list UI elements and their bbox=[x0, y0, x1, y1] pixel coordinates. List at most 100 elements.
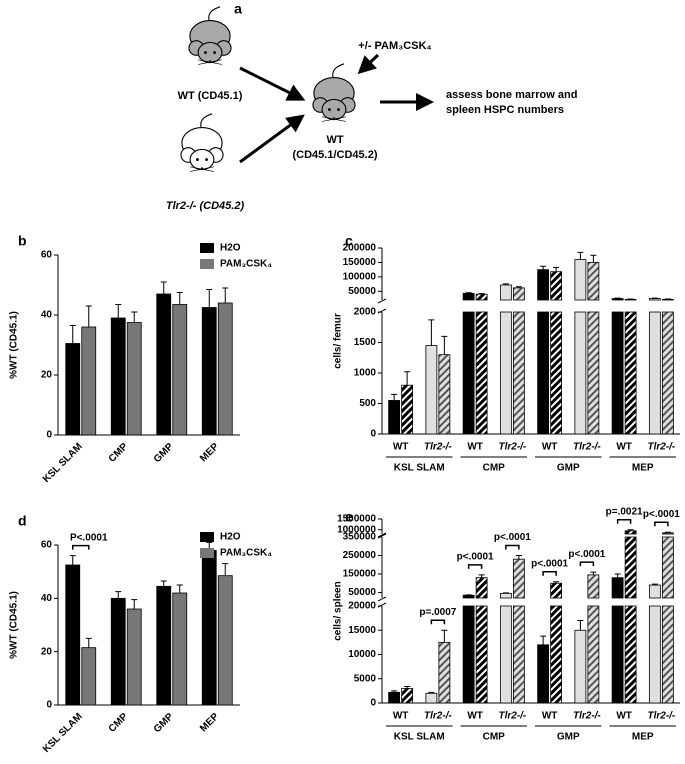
y-tick-label: 0 bbox=[46, 430, 52, 441]
legend-label: PAM₃CSK₄ bbox=[220, 548, 272, 559]
bar bbox=[110, 597, 126, 706]
legend-label: H2O bbox=[220, 243, 241, 254]
donor-label: WT (CD45.1) bbox=[178, 90, 243, 102]
y-tick-label: 2000 bbox=[354, 307, 377, 318]
bar bbox=[512, 287, 525, 301]
y-tick-label: 10000 bbox=[348, 649, 376, 660]
bar bbox=[611, 298, 624, 301]
y-tick-label: 20 bbox=[41, 370, 53, 381]
bar bbox=[425, 345, 438, 435]
y-tick-label: 20 bbox=[41, 646, 53, 657]
bar bbox=[110, 317, 126, 436]
bar bbox=[624, 311, 637, 435]
panel-letter: d bbox=[18, 513, 27, 529]
bar bbox=[512, 558, 525, 599]
y-tick-label: 1000000 bbox=[337, 524, 376, 535]
axis-break bbox=[377, 533, 387, 539]
error-bar bbox=[69, 555, 76, 565]
error-bar bbox=[553, 581, 560, 584]
error-bar bbox=[515, 286, 522, 288]
bar bbox=[172, 304, 188, 436]
x-tick-label: Tlr2-/- bbox=[573, 711, 601, 722]
y-tick-label: 150000 bbox=[343, 569, 377, 580]
axis-break bbox=[377, 596, 387, 602]
bar bbox=[648, 298, 661, 301]
y-tick-label: 0 bbox=[46, 700, 52, 711]
error-bar bbox=[502, 283, 509, 285]
significance-bracket bbox=[72, 544, 90, 550]
bar bbox=[550, 311, 563, 435]
bar bbox=[624, 605, 637, 704]
bar bbox=[462, 292, 475, 301]
y-axis-label: %WT (CD45.1) bbox=[9, 311, 20, 379]
bar bbox=[537, 311, 550, 435]
annotation: p=.0021 bbox=[606, 506, 643, 517]
bar bbox=[462, 605, 475, 704]
bar bbox=[217, 575, 233, 706]
legend-swatch bbox=[200, 259, 214, 269]
bar bbox=[550, 605, 563, 704]
y-tick-label: 40 bbox=[41, 310, 53, 321]
bar bbox=[475, 605, 488, 704]
error-bar bbox=[115, 304, 122, 318]
x-tick-label: WT bbox=[616, 711, 632, 722]
bar bbox=[512, 605, 525, 704]
bar bbox=[512, 311, 525, 435]
bar bbox=[425, 692, 438, 704]
bar bbox=[156, 585, 172, 706]
group-label: CMP bbox=[483, 732, 506, 743]
donor-label: Tlr2-/- (CD45.2) bbox=[166, 200, 245, 212]
legend-label: PAM₃CSK₄ bbox=[220, 259, 272, 270]
bar bbox=[388, 400, 401, 435]
x-tick-label: WT bbox=[467, 711, 483, 722]
y-tick-label: 1500 bbox=[354, 337, 377, 348]
bar bbox=[574, 311, 587, 435]
error-bar bbox=[131, 599, 138, 609]
legend-label: H2O bbox=[220, 532, 241, 543]
bar bbox=[475, 577, 488, 599]
bar bbox=[401, 688, 414, 704]
error-bar bbox=[160, 281, 167, 294]
bar bbox=[661, 536, 674, 599]
error-bar bbox=[441, 629, 448, 643]
bar bbox=[550, 271, 563, 301]
error-bar bbox=[206, 289, 213, 308]
bar bbox=[661, 299, 674, 301]
bar bbox=[624, 530, 637, 535]
x-tick-label: Tlr2-/- bbox=[498, 442, 526, 453]
x-tick-label: Tlr2-/- bbox=[647, 711, 675, 722]
bar bbox=[587, 605, 600, 704]
bar bbox=[611, 605, 624, 704]
significance-bracket bbox=[616, 518, 632, 524]
bar bbox=[587, 574, 600, 599]
error-bar bbox=[176, 584, 183, 593]
y-tick-label: 1000 bbox=[354, 368, 377, 379]
panel-letter: a bbox=[234, 1, 242, 17]
significance-bracket bbox=[579, 561, 595, 567]
y-tick-label: 500 bbox=[359, 398, 376, 409]
annotation: P<.0001 bbox=[70, 532, 108, 543]
bar bbox=[537, 269, 550, 301]
bar bbox=[65, 564, 81, 706]
group-label: GMP bbox=[557, 732, 580, 743]
bar bbox=[475, 293, 488, 301]
outcome-label: spleen HSPC numbers bbox=[446, 104, 564, 116]
error-bar bbox=[85, 637, 92, 648]
significance-bracket bbox=[505, 544, 520, 550]
error-bar bbox=[577, 251, 584, 260]
group-label: GMP bbox=[557, 463, 580, 474]
bar bbox=[611, 577, 624, 599]
bar bbox=[661, 532, 674, 535]
bar bbox=[475, 311, 488, 435]
group-label: CMP bbox=[483, 463, 506, 474]
annotation: p<.0001 bbox=[531, 558, 568, 569]
error-bar bbox=[627, 529, 634, 531]
y-axis-label: cells/ spleen bbox=[333, 581, 344, 640]
bar bbox=[587, 311, 600, 435]
bar bbox=[499, 592, 512, 599]
error-bar bbox=[69, 325, 76, 344]
y-tick-label: 5000 bbox=[354, 673, 377, 684]
annotation: p<.0001 bbox=[568, 549, 605, 560]
bar bbox=[648, 311, 661, 435]
y-tick-label: 100000 bbox=[343, 272, 377, 283]
